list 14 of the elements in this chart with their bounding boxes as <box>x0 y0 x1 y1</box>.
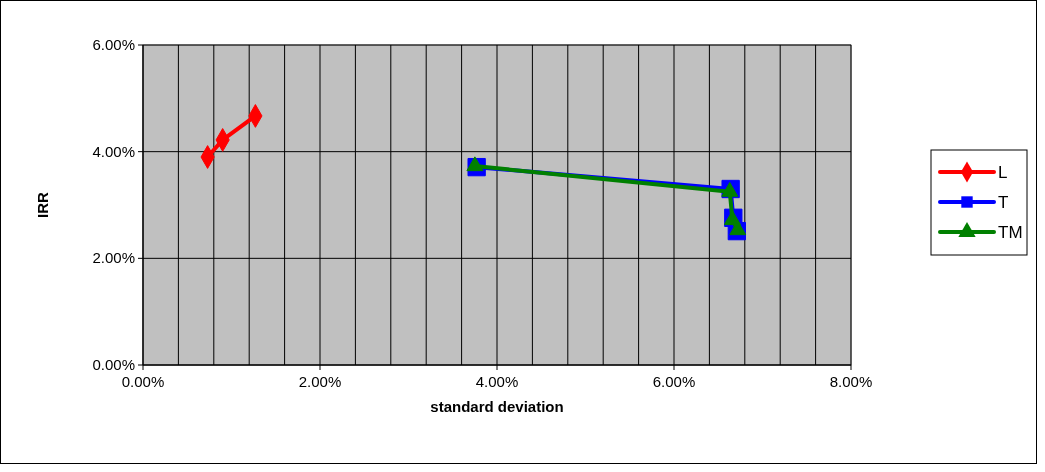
y-axis-title: IRR <box>34 191 51 218</box>
legend-label: TM <box>998 223 1023 242</box>
legend-label: L <box>998 163 1008 182</box>
y-tick-label: 0.00% <box>92 356 135 373</box>
x-tick-label: 0.00% <box>121 373 165 390</box>
y-tick-label: 6.00% <box>92 36 135 53</box>
x-tick-label: 2.00% <box>298 373 342 390</box>
y-tick-label: 2.00% <box>92 249 135 267</box>
x-tick-label: 6.00% <box>652 373 696 390</box>
x-tick-label: 8.00% <box>829 373 873 390</box>
x-tick-label: 4.00% <box>475 373 519 390</box>
legend-label: T <box>998 193 1009 212</box>
y-tick-label: 4.00% <box>92 142 135 160</box>
x-axis-title: standard deviation <box>430 398 564 415</box>
